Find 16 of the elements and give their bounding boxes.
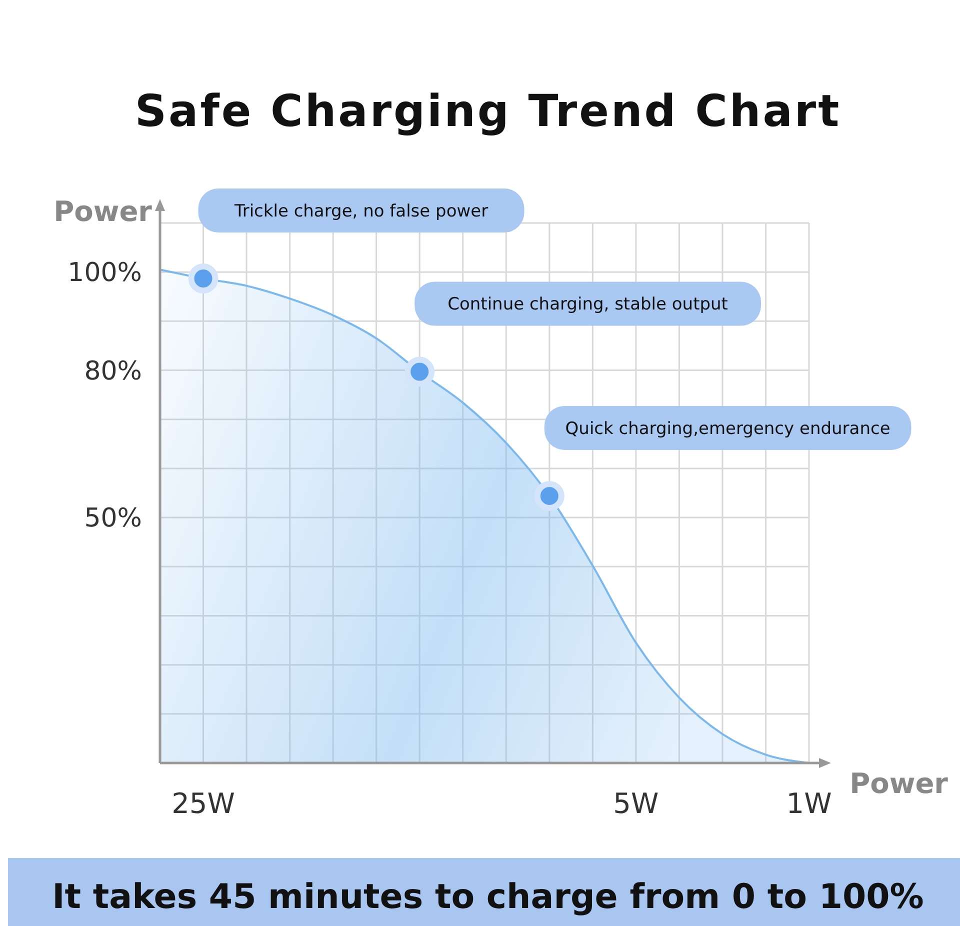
x-tick-label: 5W (613, 787, 659, 820)
chart-title: Safe Charging Trend Chart (134, 86, 842, 137)
annotation: Continue charging, stable output (448, 294, 728, 315)
point (534, 480, 564, 511)
x-tick-label: 25W (172, 787, 235, 820)
y-tick-label: 80% (84, 356, 142, 386)
x-axis-title: Power (850, 767, 948, 800)
text: It takes 45 minutes to charge from 0 to 100% (52, 876, 924, 917)
y-tick-label: 100% (68, 258, 142, 288)
annotation: Quick charging,emergency endurance (565, 418, 890, 439)
y-tick-label: 50% (84, 504, 142, 534)
point (188, 263, 218, 294)
y-axis-title: Power (54, 195, 152, 228)
point (404, 356, 435, 387)
x-tick-label: 1W (786, 787, 832, 820)
text: Trickle charge, no false power (233, 201, 488, 222)
